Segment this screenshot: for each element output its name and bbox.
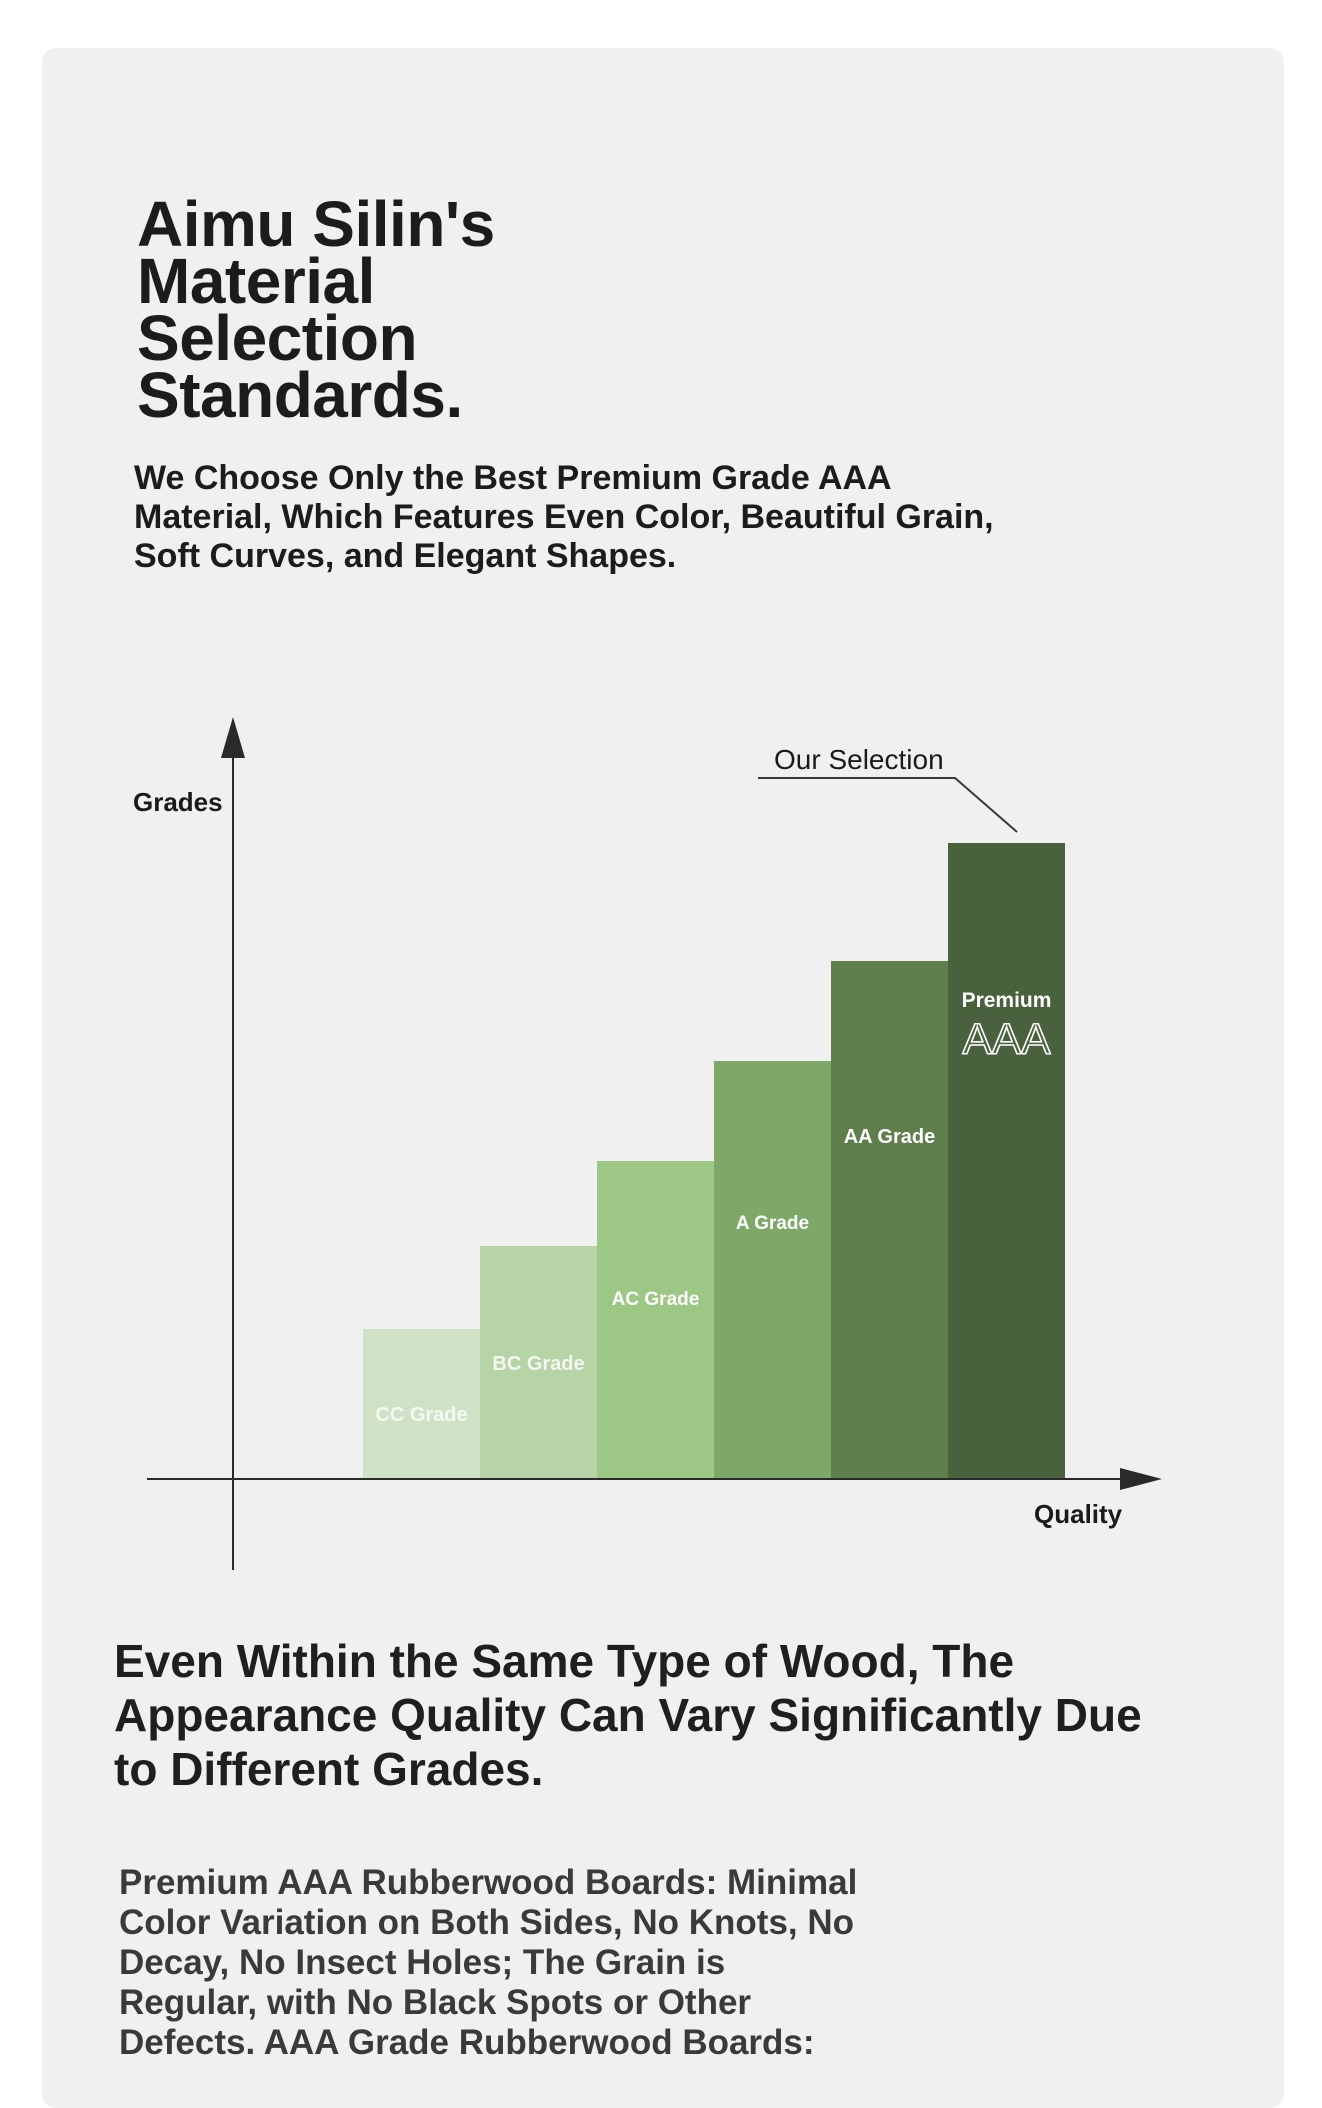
x-axis-label: Quality	[1034, 1499, 1123, 1529]
section-heading-line: Even Within the Same Type of Wood, The	[114, 1635, 1015, 1687]
grade-bar	[363, 1329, 480, 1479]
grade-bar-label: CC Grade	[375, 1404, 467, 1426]
grade-bar	[597, 1161, 714, 1479]
section-heading: Even Within the Same Type of Wood, The A…	[114, 1634, 1234, 1796]
grade-bar	[714, 1061, 831, 1479]
title-line: Aimu Silin's	[137, 188, 495, 260]
content-card	[42, 48, 1284, 2108]
grade-bars: CC Grade BC Grade AC Grade A Grade AA Grade P…	[363, 843, 1065, 1479]
grade-bar	[480, 1246, 597, 1479]
grade-bar	[948, 843, 1065, 1479]
grade-bar-label: BC Grade	[492, 1353, 584, 1375]
grade-bar-label: AC Grade	[612, 1289, 700, 1310]
grade-bar-label: AA Grade	[844, 1126, 936, 1148]
callout-label: Our Selection	[774, 744, 944, 775]
grade-diagram: CC Grade BC Grade AC Grade A Grade AA Grade P…	[133, 717, 1162, 1570]
section-heading-line: to Different Grades.	[114, 1743, 544, 1795]
y-axis-arrow-icon	[221, 717, 245, 758]
grade-bar-label: Premium	[962, 989, 1052, 1012]
body-line: Regular, with No Black Spots or Other	[119, 1983, 752, 2022]
page-title: Aimu Silin's Material Selection Standard…	[137, 188, 697, 431]
subtitle-line: We Choose Only the Best Premium Grade AA…	[134, 459, 892, 497]
subtitle-line: Material, Which Features Even Color, Bea…	[134, 498, 994, 536]
subtitle-line: Soft Curves, and Elegant Shapes.	[134, 537, 677, 575]
title-line: Standards.	[137, 359, 463, 431]
grade-bar-label: A Grade	[736, 1213, 809, 1234]
body-line: Premium AAA Rubberwood Boards: Minimal	[119, 1863, 858, 1902]
x-axis-arrow-icon	[1120, 1468, 1162, 1490]
grade-bar	[831, 961, 948, 1479]
body-line: Defects. AAA Grade Rubberwood Boards:	[119, 2023, 815, 2062]
y-axis-label: Grades	[133, 787, 223, 817]
grade-bar-big-label: AAA	[962, 1015, 1051, 1064]
body-line: Decay, No Insect Holes; The Grain is	[119, 1943, 726, 1982]
body-line: Color Variation on Both Sides, No Knots,…	[119, 1903, 855, 1942]
title-line: Selection	[137, 302, 418, 374]
page-subtitle: We Choose Only the Best Premium Grade AA…	[134, 459, 1114, 576]
callout-line	[758, 777, 1018, 833]
title-line: Material	[137, 245, 375, 317]
section-heading-line: Appearance Quality Can Vary Significantl…	[114, 1689, 1142, 1741]
body-paragraph: Premium AAA Rubberwood Boards: Minimal C…	[119, 1863, 939, 2063]
